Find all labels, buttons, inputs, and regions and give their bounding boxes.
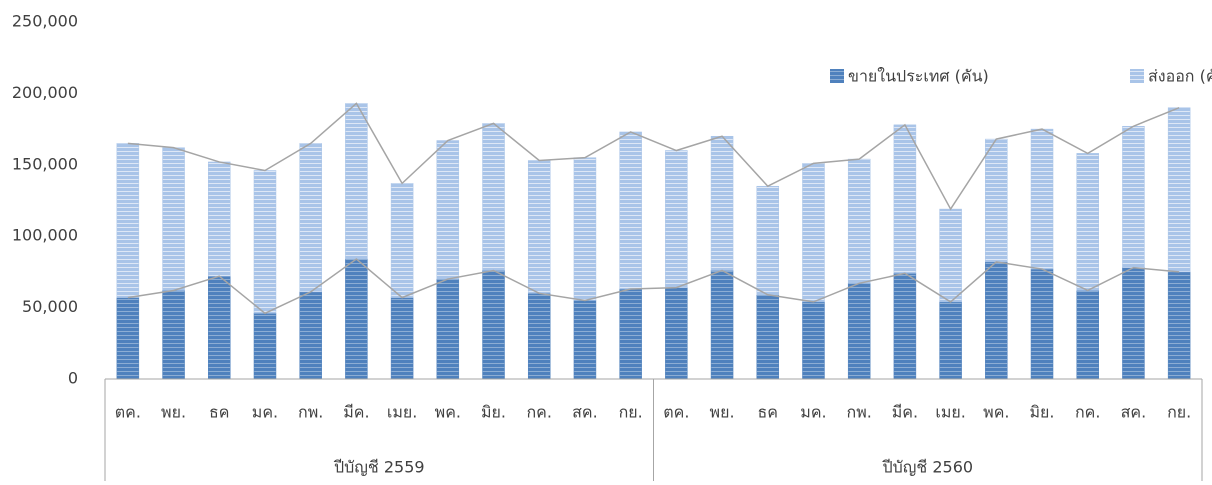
- bar-segment: [893, 124, 917, 274]
- bar-segment: [390, 297, 414, 380]
- bar-segment: [345, 258, 368, 380]
- bar-segment: [436, 140, 460, 280]
- y-tick-label: 150,000: [12, 154, 78, 173]
- x-tick-label: เมย.: [387, 403, 417, 422]
- bar-segment: [116, 297, 140, 380]
- bar-segment: [665, 150, 688, 288]
- x-tick-label: ตค.: [663, 403, 689, 422]
- x-tick-label: พย.: [710, 403, 735, 422]
- bar-segment: [1030, 268, 1054, 380]
- x-tick-label: มีค.: [343, 403, 369, 422]
- bar-segment: [1167, 271, 1191, 380]
- bar-segment: [756, 294, 780, 380]
- series-line: [127, 258, 1180, 315]
- bar-segment: [802, 301, 825, 380]
- bar-segment: [665, 287, 688, 380]
- y-tick-label: 100,000: [12, 226, 78, 245]
- bar-segment: [253, 170, 277, 314]
- legend-label: ขายในประเทศ (คัน): [848, 67, 989, 86]
- bar-segment: [1030, 128, 1054, 270]
- bar-segment: [482, 270, 505, 380]
- y-tick-label: 200,000: [12, 83, 78, 102]
- legend-swatch: [1130, 69, 1144, 83]
- bar-segment: [527, 293, 551, 380]
- x-tick-label: พย.: [161, 403, 186, 422]
- bar-segment: [1122, 125, 1145, 268]
- x-tick-label: กพ.: [847, 403, 872, 422]
- y-tick-label: 50,000: [22, 297, 78, 316]
- bar-segment: [299, 143, 322, 293]
- legend-swatch: [830, 69, 844, 83]
- bar-segment: [1122, 267, 1145, 380]
- y-tick-label: 0: [68, 369, 78, 388]
- bar-segment: [573, 157, 597, 301]
- bar-segment: [619, 131, 642, 290]
- x-tick-label: ธค: [209, 403, 229, 422]
- bar-segment: [939, 208, 962, 303]
- bar-segment: [710, 270, 734, 380]
- x-tick-label: สค.: [572, 403, 598, 422]
- bar-segment: [847, 283, 871, 380]
- bar-segment: [756, 185, 780, 295]
- bar-segment: [710, 135, 734, 271]
- bar-segment: [847, 158, 871, 284]
- group-label: ปีบัญชี 2559: [334, 458, 425, 477]
- bar-segment: [162, 147, 185, 291]
- bar-segment: [985, 261, 1008, 380]
- bar-segment: [985, 138, 1008, 263]
- bar-segment: [1076, 153, 1099, 291]
- bar-segment: [299, 291, 322, 380]
- bar-segment: [116, 143, 140, 298]
- x-tick-label: เมย.: [935, 403, 965, 422]
- bar-segment: [939, 301, 962, 380]
- x-tick-label: กย.: [1167, 403, 1191, 422]
- bar-segment: [436, 278, 460, 380]
- bar-segment: [802, 163, 825, 303]
- bar-segment: [390, 183, 414, 298]
- bar-segment: [619, 288, 642, 380]
- bar-segment: [208, 161, 231, 277]
- x-tick-label: ธค: [758, 403, 778, 422]
- bar-segment: [208, 275, 231, 380]
- bar-segment: [1167, 107, 1191, 273]
- x-tick-label: มิย.: [481, 403, 506, 422]
- legend-label: ส่งออก (คัน): [1148, 67, 1212, 86]
- x-tick-label: กย.: [619, 403, 643, 422]
- x-tick-label: มิย.: [1030, 403, 1055, 422]
- bar-segment: [162, 290, 185, 380]
- series-line: [127, 102, 1180, 211]
- x-tick-label: มค.: [252, 403, 278, 422]
- bar-segment: [1076, 290, 1099, 380]
- x-tick-label: ตค.: [115, 403, 141, 422]
- group-label: ปีบัญชี 2560: [882, 458, 973, 477]
- bar-segment: [893, 273, 917, 380]
- bar-segment: [345, 103, 368, 260]
- x-tick-label: กค.: [1075, 403, 1100, 422]
- x-tick-label: พค.: [435, 403, 461, 422]
- x-tick-label: พค.: [983, 403, 1009, 422]
- bar-segment: [527, 160, 551, 294]
- y-tick-label: 250,000: [12, 12, 78, 31]
- x-tick-label: กค.: [526, 403, 551, 422]
- bar-segment: [573, 300, 597, 380]
- bar-segment: [482, 123, 505, 271]
- x-tick-label: มีค.: [892, 403, 918, 422]
- x-tick-label: สค.: [1121, 403, 1147, 422]
- x-tick-label: กพ.: [298, 403, 323, 422]
- bar-segment: [253, 313, 277, 380]
- x-tick-label: มค.: [800, 403, 826, 422]
